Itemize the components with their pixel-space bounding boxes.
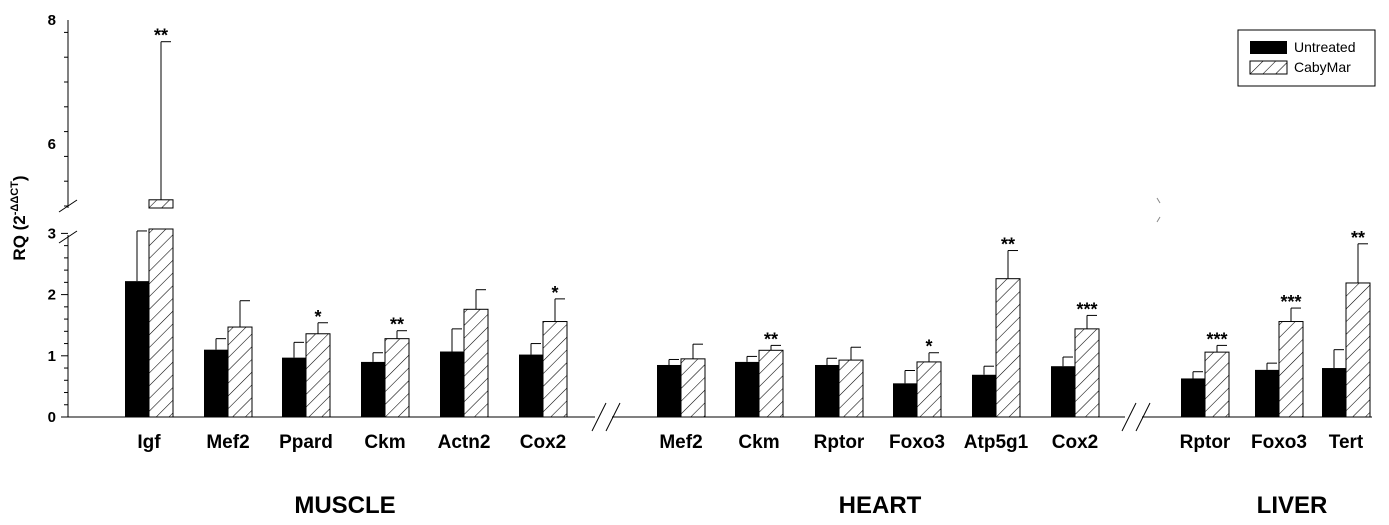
bars [125,41,1371,418]
x-category-label: Rptor [1180,432,1231,453]
bar-cabymar [838,359,864,418]
legend-label-untreated: Untreated [1294,39,1355,55]
x-axis-break-mark [605,402,621,432]
y-tick-label: 1 [48,348,56,365]
bar-untreated [1322,368,1346,417]
y-tick-label: 6 [48,136,56,153]
x-category-label: Ppard [279,432,333,453]
x-axis-break-mark [1121,402,1137,432]
bar-cabymar [542,321,568,418]
significance-label: * [314,307,321,327]
bar-untreated [972,374,996,417]
y-tick-label: 0 [48,409,56,426]
bar-untreated [125,281,149,417]
bar-cabymar [305,333,331,418]
y-tick-label: 3 [48,225,56,242]
bar-cabymar [1278,321,1304,418]
significance-label: ** [764,329,778,349]
bar-untreated [204,349,228,417]
bar-cabymar [1345,282,1371,418]
significance-label: ** [390,315,404,335]
bar-untreated [1051,366,1075,417]
y-axis-break-mark [58,230,78,244]
legend-swatch-untreated [1250,41,1287,54]
bar-cabymar [916,361,942,418]
x-category-label: Ckm [364,432,405,453]
x-category-label: Atp5g1 [964,432,1029,453]
y-axis-label-base: RQ (2 [10,215,29,260]
legend: Untreated CabyMar [1237,29,1376,87]
legend-label-cabymar: CabyMar [1294,59,1351,75]
legend-swatch-cabymar [1249,60,1288,75]
bar-untreated [440,351,464,417]
bar-cabymar [227,326,253,418]
bar-cabymar [1204,351,1230,418]
y-axis-label: RQ (2-ΔΔCT) [9,175,29,260]
group-label: MUSCLE [294,492,395,519]
bar-untreated [735,361,759,417]
x-category-label: Mef2 [659,432,702,453]
x-category-label: Tert [1329,432,1364,453]
significance-label: ** [1001,235,1015,255]
x-category-label: Igf [137,432,161,453]
group-label: HEART [839,492,922,519]
significance-label: ** [1351,228,1365,248]
bar-cabymar [995,278,1021,418]
y-axis-label-superscript: -ΔΔCT [9,181,21,215]
significance-label: *** [1280,292,1301,312]
y-tick-label: 8 [48,12,56,29]
significance-label: *** [1076,299,1097,319]
bar-untreated [1255,369,1279,417]
bar-cabymar [758,349,784,418]
x-category-label: Foxo3 [889,432,945,453]
bar-cabymar [463,308,489,418]
bar-untreated [519,354,543,417]
x-axis-break-mark [591,402,607,432]
panel-break-mark [1156,197,1161,204]
legend-box [1237,29,1376,87]
x-axis-break-mark [1135,402,1151,432]
labels: 0 1 2 3 6 8 ** Igf Mef2 * Ppard ** Ckm Actn2 * Cox2 MUSC… [48,12,1365,519]
x-category-label: Rptor [814,432,865,453]
bar-untreated [361,361,385,417]
bar-cabymar [1074,328,1100,418]
bar-untreated [1181,378,1205,417]
bar-cabymar [384,338,410,418]
group-label: LIVER [1257,492,1328,519]
y-axis-label-close: ) [10,175,29,181]
y-tick-label: 2 [48,287,56,304]
significance-label: * [925,337,932,357]
panel-break-mark [1156,216,1161,223]
x-category-label: Actn2 [438,432,491,453]
bar-untreated [282,357,306,417]
significance-label: *** [1206,329,1227,349]
bar-cabymar [680,358,706,418]
bar-untreated [815,364,839,417]
x-category-label: Ckm [738,432,779,453]
axes [58,20,1372,432]
significance-label: ** [154,26,168,46]
x-category-label: Foxo3 [1251,432,1307,453]
x-category-label: Cox2 [520,432,566,453]
bar-cabymar-upper [148,199,174,209]
significance-label: * [551,283,558,303]
x-category-label: Cox2 [1052,432,1098,453]
bar-cabymar [148,228,174,418]
bar-untreated [657,364,681,417]
x-category-label: Mef2 [206,432,249,453]
bar-untreated [893,383,917,417]
